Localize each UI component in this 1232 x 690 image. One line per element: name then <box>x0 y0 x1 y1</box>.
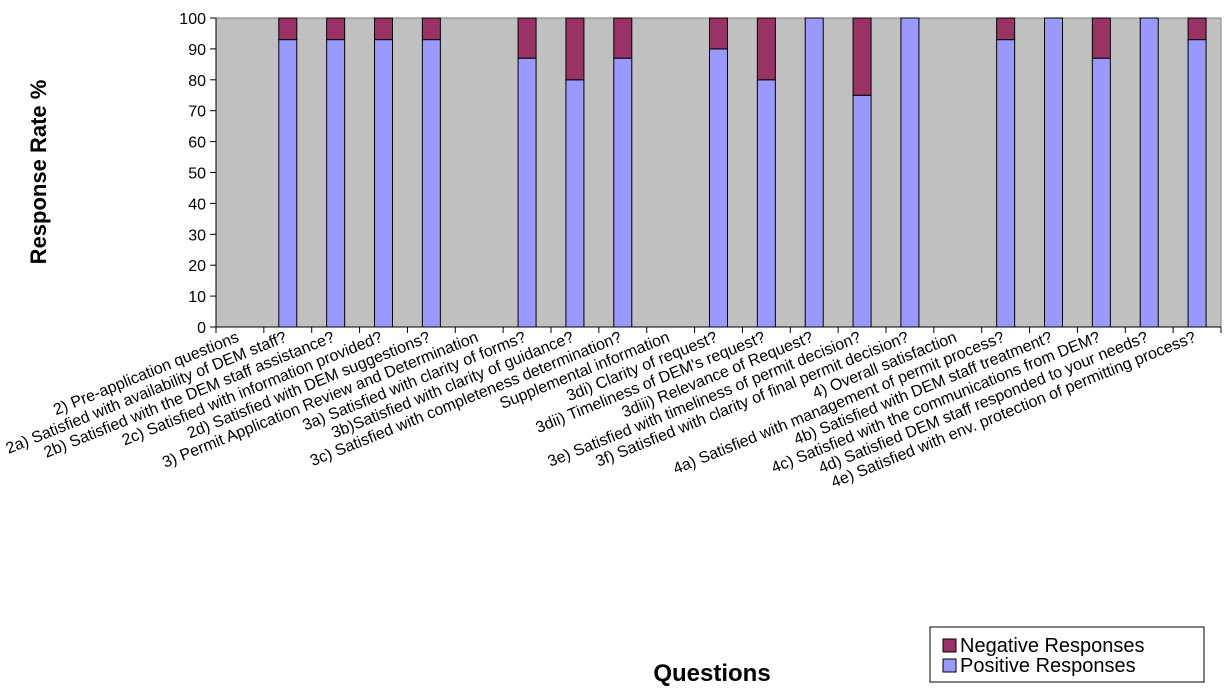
bar-negative <box>326 17 346 41</box>
bar-negative <box>1091 17 1111 59</box>
y-tick-label: 50 <box>188 166 206 183</box>
bar-positive <box>1044 17 1063 328</box>
bar-positive <box>804 17 824 328</box>
x-axis <box>215 326 1222 333</box>
y-tick-label: 40 <box>188 196 206 213</box>
bar-positive <box>278 39 298 328</box>
bars <box>278 17 1207 328</box>
legend: Negative Responses Positive Responses <box>929 626 1205 683</box>
bar-positive <box>852 94 872 328</box>
y-tick-label: 30 <box>188 227 206 244</box>
x-axis-title: Questions <box>653 660 770 687</box>
bar-positive <box>756 79 776 328</box>
bar-positive <box>613 57 633 328</box>
bar-negative <box>756 17 776 81</box>
bar-negative <box>709 17 728 50</box>
y-tick-label: 100 <box>179 11 206 28</box>
bar-positive <box>1187 39 1207 328</box>
bar-positive <box>709 48 728 328</box>
y-tick-label: 70 <box>188 104 206 121</box>
bar-negative <box>613 17 633 59</box>
bar-negative <box>1187 17 1207 41</box>
bar-positive <box>421 39 441 328</box>
legend-label-negative: Negative Responses <box>960 635 1145 657</box>
bar-positive <box>374 39 393 328</box>
bar-positive <box>517 57 537 328</box>
bar-positive <box>900 17 920 328</box>
bar-negative <box>517 17 537 59</box>
bar-positive <box>326 39 346 328</box>
bar-negative <box>852 17 872 96</box>
y-axis-title: Response Rate % <box>26 80 51 265</box>
bar-negative <box>374 17 393 41</box>
bar-negative <box>278 17 298 41</box>
legend-box <box>929 626 1205 683</box>
bar-positive <box>1091 57 1111 328</box>
bar-positive <box>996 39 1016 328</box>
y-axis: 0 10 20 30 40 50 60 70 80 90 100 <box>179 11 217 337</box>
bar-negative <box>421 17 441 41</box>
bar-positive <box>1139 17 1159 328</box>
y-tick-label: 20 <box>188 258 206 275</box>
bar-negative <box>996 17 1016 41</box>
y-tick-label: 10 <box>188 289 206 306</box>
bar-negative <box>565 17 585 81</box>
legend-label-positive: Positive Responses <box>960 655 1136 677</box>
bar-positive <box>565 79 585 328</box>
legend-swatch-positive <box>942 658 957 673</box>
y-tick-label: 60 <box>188 135 206 152</box>
y-tick-label: 80 <box>188 73 206 90</box>
y-tick-label: 0 <box>197 320 206 337</box>
legend-swatch-negative <box>942 638 957 653</box>
y-tick-label: 90 <box>188 42 206 59</box>
